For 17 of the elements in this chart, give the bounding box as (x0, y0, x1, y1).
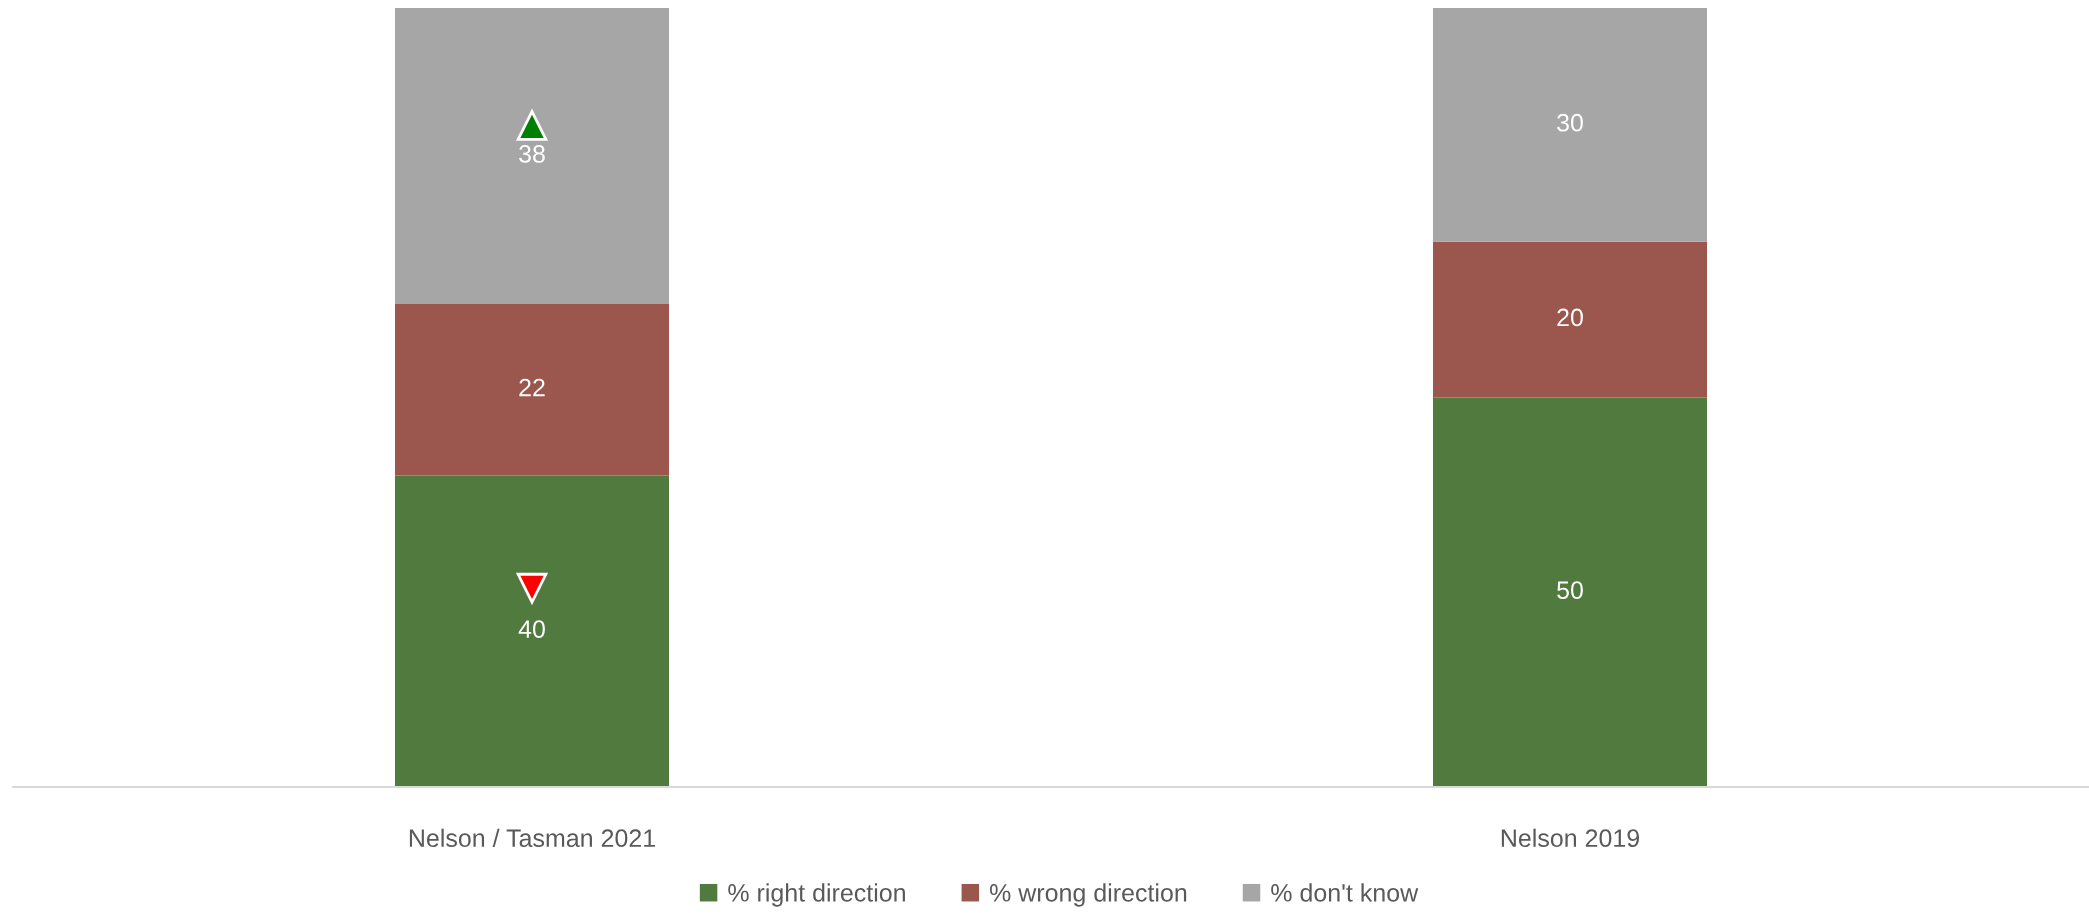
data-label: 50 (1557, 581, 1583, 599)
data-label: 30 (1557, 113, 1583, 132)
bar (394, 475, 670, 787)
legend-label: % don't know (1271, 883, 1419, 902)
data-label: 38 (519, 145, 545, 163)
bar (394, 8, 670, 305)
bar (394, 304, 670, 476)
bar (1432, 397, 1708, 787)
legend-label: % wrong direction (989, 883, 1187, 907)
x-tick-label: Nelson 2019 (1501, 828, 1640, 848)
bar (1432, 8, 1708, 242)
data-label: 40 (518, 620, 545, 638)
data-label: 20 (1557, 308, 1583, 327)
legend-label: % right direction (728, 883, 905, 907)
bar (1432, 241, 1708, 398)
x-tick-label: Nelson / Tasman 2021 (409, 828, 655, 848)
data-label: 22 (519, 378, 545, 397)
